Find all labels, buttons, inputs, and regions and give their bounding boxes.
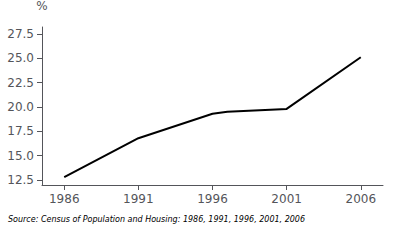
svg-text:27.5: 27.5 (7, 27, 34, 41)
svg-text:%: % (36, 0, 47, 13)
svg-text:1991: 1991 (123, 192, 154, 206)
svg-text:25.0: 25.0 (7, 51, 34, 65)
svg-text:2001: 2001 (271, 192, 302, 206)
svg-text:1986: 1986 (49, 192, 80, 206)
svg-text:22.5: 22.5 (7, 76, 34, 90)
svg-text:15.0: 15.0 (7, 149, 34, 163)
svg-text:17.5: 17.5 (7, 124, 34, 138)
svg-text:Source: Census of Population a: Source: Census of Population and Housing… (8, 215, 305, 224)
svg-text:2006: 2006 (345, 192, 376, 206)
svg-text:1996: 1996 (197, 192, 228, 206)
svg-text:20.0: 20.0 (7, 100, 34, 114)
svg-text:12.5: 12.5 (7, 173, 34, 187)
